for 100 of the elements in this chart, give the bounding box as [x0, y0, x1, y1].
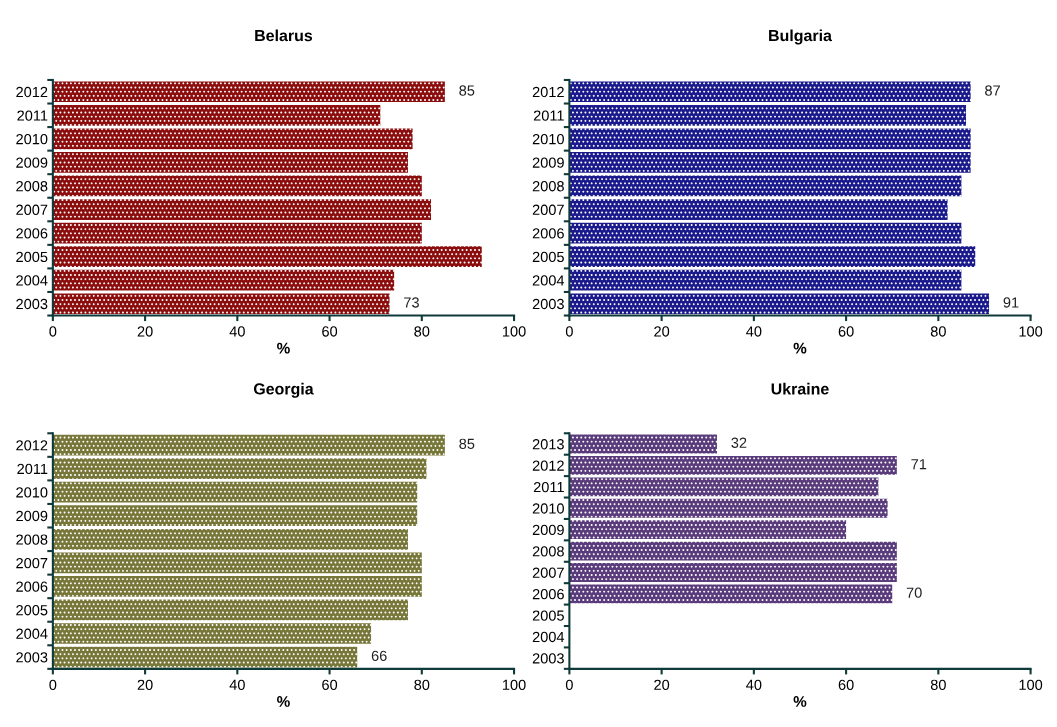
x-tick-label: 0 — [565, 326, 573, 337]
x-tick-label: 60 — [838, 679, 854, 690]
y-tick-label: 2009 — [16, 157, 48, 168]
y-tick-label: 2003 — [16, 298, 48, 310]
y-tick-label: 2005 — [532, 610, 564, 621]
x-tick-label: 80 — [930, 679, 946, 690]
y-tick-label: 2004 — [16, 275, 48, 286]
bar — [52, 599, 408, 621]
y-tick-label: 2008 — [532, 181, 564, 192]
y-tick-label: 2007 — [16, 204, 48, 215]
data-label: 85 — [459, 438, 475, 449]
bar — [52, 293, 390, 315]
y-tick-label: 2003 — [532, 298, 564, 310]
bar — [569, 584, 893, 604]
y-tick-label: 2010 — [532, 133, 564, 145]
x-tick-label: 100 — [502, 679, 526, 690]
y-tick-label: 2013 — [532, 439, 564, 450]
y-tick-label: 2006 — [532, 228, 564, 239]
bar — [569, 498, 888, 518]
bar — [52, 175, 422, 197]
bar — [569, 477, 879, 497]
y-tick-label: 2008 — [16, 534, 48, 545]
chart-title: Georgia — [253, 382, 314, 398]
y-tick-label: 2006 — [532, 588, 564, 600]
x-tick-label: 80 — [930, 326, 946, 337]
x-axis-title: % — [793, 342, 807, 354]
x-tick-label: 20 — [654, 326, 670, 337]
chart-title: Bulgaria — [769, 29, 833, 45]
bar — [569, 434, 717, 454]
y-tick-label: 2011 — [533, 110, 564, 121]
y-tick-label: 2012 — [532, 86, 564, 98]
y-tick-label: 2004 — [16, 628, 48, 639]
data-label: 66 — [371, 650, 387, 661]
y-tick-label: 2005 — [532, 251, 564, 263]
x-axis-title: % — [277, 342, 290, 354]
y-tick-label: 2009 — [16, 510, 48, 522]
data-label: 87 — [985, 85, 1000, 96]
bar — [52, 104, 381, 126]
x-tick-label: 100 — [502, 326, 526, 337]
bar — [52, 458, 427, 479]
y-tick-label: 2010 — [16, 133, 48, 145]
x-tick-label: 20 — [137, 326, 153, 337]
x-axis-title: % — [793, 696, 807, 707]
y-tick-label: 2004 — [532, 631, 565, 643]
x-tick-label: 100 — [1019, 679, 1043, 690]
bar — [52, 434, 445, 456]
y-tick-label: 2012 — [16, 440, 48, 451]
bar — [569, 563, 897, 582]
bar — [52, 623, 372, 644]
x-axis-title: % — [277, 696, 290, 707]
x-tick-label: 60 — [838, 326, 854, 337]
data-label: 85 — [459, 85, 475, 96]
bar — [52, 528, 408, 550]
x-tick-label: 0 — [565, 679, 573, 690]
y-tick-label: 2008 — [16, 181, 48, 192]
data-label: 91 — [1003, 297, 1019, 308]
data-label: 71 — [911, 459, 927, 470]
bar — [52, 222, 422, 244]
bar — [52, 199, 432, 220]
y-tick-label: 2008 — [532, 546, 564, 557]
y-tick-label: 2012 — [16, 86, 48, 98]
y-tick-label: 2007 — [532, 204, 564, 215]
x-tick-label: 0 — [49, 326, 57, 337]
bar — [52, 576, 422, 597]
y-tick-label: 2011 — [17, 463, 48, 475]
bar — [52, 552, 422, 574]
data-label: 32 — [731, 437, 747, 448]
x-tick-label: 80 — [414, 679, 430, 690]
y-tick-label: 2007 — [16, 557, 48, 569]
bar — [52, 81, 445, 103]
bar — [52, 152, 408, 173]
bar — [52, 128, 413, 150]
x-tick-label: 20 — [137, 679, 153, 690]
bar — [52, 246, 482, 267]
y-tick-label: 2010 — [16, 487, 48, 498]
y-tick-label: 2010 — [532, 503, 564, 514]
x-tick-label: 40 — [746, 326, 762, 337]
x-tick-label: 40 — [746, 679, 762, 690]
bar — [569, 541, 897, 561]
y-tick-label: 2007 — [532, 567, 564, 578]
bar — [569, 520, 847, 540]
y-tick-label: 2004 — [532, 275, 565, 286]
x-tick-label: 60 — [322, 679, 338, 690]
y-tick-label: 2006 — [16, 581, 48, 592]
y-tick-label: 2005 — [16, 605, 48, 616]
x-tick-label: 40 — [229, 679, 245, 690]
chart-title: Belarus — [255, 29, 313, 42]
x-tick-label: 20 — [654, 679, 670, 690]
data-label: 70 — [906, 587, 922, 598]
y-tick-label: 2006 — [16, 228, 48, 239]
bar — [52, 505, 418, 527]
x-tick-label: 100 — [1019, 326, 1043, 337]
x-tick-label: 60 — [322, 326, 338, 337]
x-tick-label: 40 — [229, 326, 245, 337]
bar — [52, 269, 395, 291]
y-tick-label: 2003 — [532, 653, 564, 664]
y-tick-label: 2012 — [532, 460, 564, 471]
y-tick-label: 2009 — [532, 524, 564, 536]
y-tick-label: 2003 — [16, 652, 48, 663]
y-tick-label: 2011 — [17, 110, 48, 121]
